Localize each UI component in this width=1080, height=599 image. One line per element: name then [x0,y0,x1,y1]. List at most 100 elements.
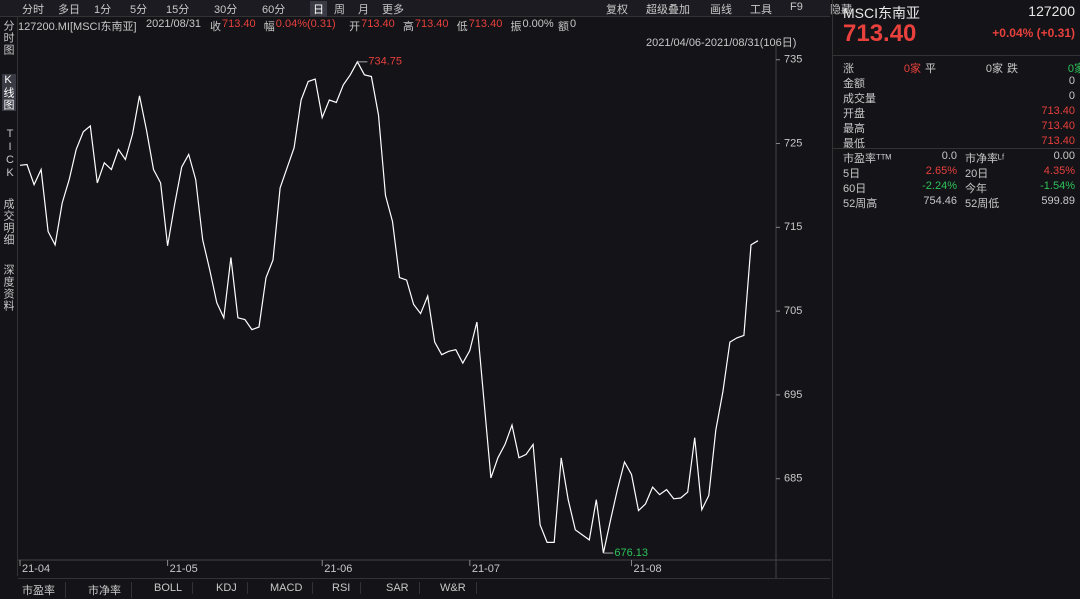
indicator-tab[interactable]: 市净率 [88,582,132,598]
row-value: 713.40 [1041,120,1075,132]
side-tab[interactable]: K线图 [2,74,16,111]
breadth-value: 0家 [1067,63,1080,75]
indicator-tab[interactable]: RSI [332,582,362,594]
stat-value: -2.24% [922,180,957,192]
indicator-tab[interactable]: KDJ [216,582,248,594]
period-tab[interactable]: 周 [334,4,345,16]
row-value: 0 [1068,75,1075,87]
stat-value: 0.00 [1053,150,1075,162]
indicator-tab[interactable]: MACD [270,582,314,594]
period-tab[interactable]: 多日 [58,4,80,16]
date: 2021/08/31 [146,18,202,30]
stat-value: -1.54% [1040,180,1075,192]
quote-change: +0.04% (+0.31) [992,26,1075,40]
info-value: 713.40 [414,18,449,30]
row-key: 金额 [843,78,865,90]
range: 2021/04/06-2021/08/31(106日) [646,37,797,49]
side-tab[interactable]: 深度资料 [2,264,14,312]
row-key: 成交量 [843,93,876,105]
info-key: 开 [349,21,361,33]
bottom-tabs: 市盈率 市净率 BOLL KDJ MACD RSI SAR W&R [18,578,830,599]
stat-value: 599.89 [1041,195,1075,207]
tool-button[interactable]: 隐藏 [830,4,852,16]
row-value: 0 [1068,90,1075,102]
quote-panel: MSCI东南亚 127200 713.40 +0.04% (+0.31) 涨 0家平 0家跌… [832,0,1080,598]
info-key: 低 [456,21,468,33]
breadth-value: 0家 [985,63,1003,75]
stat-value: 2.65% [925,165,957,177]
indicator-tab[interactable]: W&R [440,582,477,594]
info-key: 额 [558,21,569,33]
y-tick-label: 705 [784,305,802,317]
row-value: 713.40 [1041,105,1075,117]
y-tick-label: 715 [784,221,802,233]
indicator-tab[interactable]: BOLL [154,582,194,594]
stat-value: 4.35% [1043,165,1075,177]
period-tab[interactable]: 5分 [130,4,148,16]
annotation: 734.75 [368,56,402,68]
quote-price: 713.40 [843,20,917,47]
y-tick-label: 735 [784,54,802,66]
period-tab[interactable]: 更多 [382,4,404,16]
info-value: 713.40 [468,18,503,30]
x-tick-label: 21-07 [472,563,500,575]
side-tab[interactable]: TICK [4,128,16,180]
tool-button[interactable]: F9 [790,1,803,13]
quote-code: 127200 [1028,3,1075,19]
info-key: 幅 [263,21,275,33]
period-tab[interactable]: 月 [358,4,369,16]
annotation: 676.13 [614,547,648,559]
x-tick-label: 21-06 [324,563,352,575]
info-value: 713.40 [361,18,395,30]
period-tab[interactable]: 日 [310,1,327,17]
info-value: 713.40 [222,18,256,30]
stat-key: 52周低 [965,198,1000,210]
breadth-key: 平 [925,63,936,75]
divider [833,55,1080,56]
period-tab[interactable]: 分时 [22,4,44,16]
row-key: 开盘 [843,108,865,120]
row-key: 最高 [843,123,865,135]
quote-name: MSCI东南亚 [843,5,920,21]
stat-key: 5日 [843,168,861,180]
side-tab[interactable]: 分时图 [2,20,14,56]
breadth-key: 跌 [1007,63,1018,75]
breadth-key: 涨 [843,63,854,75]
tool-button[interactable]: 超级叠加 [646,4,690,16]
price-line [19,60,759,554]
row-key: 最低 [843,138,865,150]
stat-key: 60日 [843,183,867,195]
period-tab[interactable]: 15分 [166,4,190,16]
divider [833,148,1080,149]
stat-key: 市盈率ᵀᵀᴹ [843,153,892,165]
stat-value: 0.0 [941,150,957,162]
indicator-tab[interactable]: SAR [386,582,420,594]
x-tick-label: 21-08 [633,563,661,575]
info-bar: 127200.MI[MSCI东南亚] 2021/08/31 收 713.40 幅 0.04… [18,16,830,49]
info-value: 0.04%(0.31) [275,18,336,30]
sidebar: 分时图 K线图 TICK 成交明细深度资料 [0,16,18,576]
y-tick-label: 695 [784,389,802,401]
info-value: 0 [570,18,577,30]
y-tick-label: 725 [784,137,802,149]
x-tick-label: 21-05 [170,563,198,575]
stat-value: 754.46 [923,195,957,207]
tool-button[interactable]: 复权 [606,4,628,16]
period-tab[interactable]: 60分 [262,4,286,16]
stat-key: 52周高 [843,198,878,210]
breadth-value: 0家 [903,63,921,75]
y-tick-label: 685 [784,473,802,485]
indicator-tab[interactable]: 市盈率 [22,582,66,598]
stat-key: 今年 [965,183,987,195]
info-key: 振 [510,21,522,33]
period-tab[interactable]: 30分 [214,4,238,16]
tool-button[interactable]: 工具 [750,4,772,16]
tool-button[interactable]: 画线 [710,4,732,16]
toolbar: 分时 多日 1分 5分 15分 30分 60分 日周 月 更多 复权 超级叠加 画线 工具 F9 隐藏 [0,0,852,17]
stat-key: 20日 [965,168,989,180]
chart: 685 695 705 715 725 735 21-04 21-05 21-06 21-07 21… [18,44,831,578]
info-key: 收 [210,21,221,33]
period-tab[interactable]: 1分 [94,4,112,16]
side-tab[interactable]: 成交明细 [2,198,14,246]
